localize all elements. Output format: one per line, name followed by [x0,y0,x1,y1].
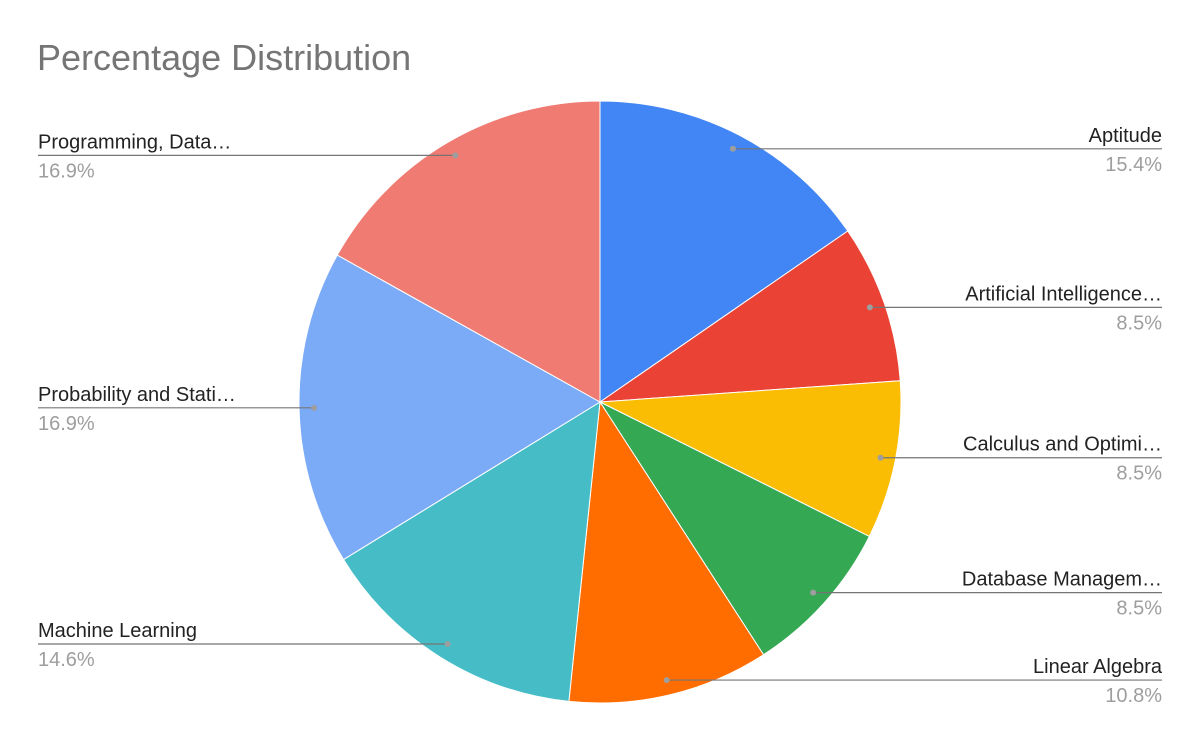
slice-label: Artificial Intelligence… [965,283,1162,305]
pie-slice [599,100,849,403]
leader-dot [729,145,736,152]
leader-dot [311,404,318,411]
pie-slice [342,401,601,702]
leader-dot [866,304,873,311]
slice-value-label: 14.6% [38,649,95,671]
chart-title: Percentage Distribution [37,37,411,78]
slice-label: Probability and Stati… [38,384,236,406]
slice-value-label: 10.8% [1105,685,1162,707]
slice-value-label: 8.5% [1116,598,1162,620]
slice-label: Programming, Data… [38,131,231,153]
leader-dot [452,152,459,159]
leader-dot [877,454,884,461]
pie-slice [598,230,901,403]
slice-value-label: 15.4% [1105,154,1162,176]
leader-dot [444,641,451,648]
pie-slice [336,100,601,403]
slice-value-label: 16.9% [38,160,95,182]
slice-value-label: 8.5% [1116,463,1162,485]
pie-slice [568,400,765,704]
slice-value-label: 16.9% [38,413,95,435]
leader-dot [663,677,670,684]
slice-label: Database Managem… [962,569,1162,591]
pie-slice [598,400,870,656]
slice-value-label: 8.5% [1116,312,1162,334]
slice-label: Calculus and Optimi… [963,434,1162,456]
slice-label: Machine Learning [38,620,197,642]
slice-label: Linear Algebra [1033,656,1163,678]
slice-label: Aptitude [1089,125,1162,147]
pie-slice [598,380,902,538]
leader-dot [810,589,817,596]
